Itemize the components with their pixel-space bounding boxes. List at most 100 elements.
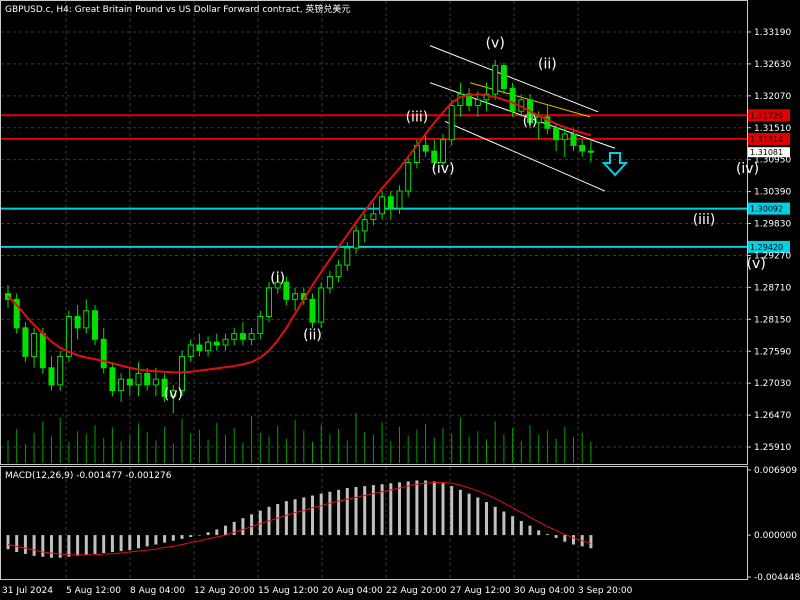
- macd-histogram-bar: [424, 480, 428, 536]
- candle-body: [579, 144, 586, 152]
- price-level-tag-label: 1.31314: [750, 135, 783, 144]
- channel-line[interactable]: [429, 45, 599, 113]
- candle-body: [135, 372, 142, 386]
- candle-body: [492, 65, 499, 95]
- candle-body: [457, 93, 464, 107]
- macd-histogram-bar: [258, 510, 262, 536]
- macd-histogram-bar: [485, 502, 488, 536]
- macd-histogram-bar: [180, 535, 184, 539]
- macd-histogram-bar: [354, 487, 358, 536]
- price-tick-label: 1.26470: [754, 411, 791, 421]
- macd-histogram-bar: [171, 535, 175, 541]
- macd-histogram-bar: [502, 511, 506, 536]
- wave-label: (i): [523, 113, 538, 129]
- macd-histogram-bar: [163, 535, 167, 543]
- macd-histogram-bar: [154, 535, 158, 545]
- macd-histogram-bar: [67, 535, 71, 557]
- macd-histogram-bar: [528, 525, 532, 536]
- macd-histogram-bar: [363, 486, 367, 536]
- wave-label: (v): [486, 35, 505, 51]
- candle-body: [335, 264, 342, 278]
- candle-body: [440, 139, 446, 164]
- candle-body: [405, 162, 412, 192]
- volume-bars: [7, 413, 592, 463]
- candle-body: [213, 341, 220, 346]
- candle-body: [13, 298, 20, 329]
- wave-label: (i): [270, 270, 285, 286]
- wave-label: (iii): [693, 212, 716, 228]
- candle-body: [553, 127, 560, 141]
- macd-histogram-bar: [241, 518, 245, 536]
- current-price-tag: [748, 147, 790, 158]
- price-tick-label: 1.29830: [754, 220, 791, 230]
- macd-histogram-bar: [110, 535, 114, 553]
- macd-histogram-bar: [250, 514, 254, 536]
- price-channel[interactable]: [429, 45, 616, 192]
- candle-body: [266, 287, 272, 317]
- candle-body: [187, 344, 194, 357]
- candle-body: [92, 310, 98, 340]
- price-level-tag: [748, 202, 790, 215]
- candle-body: [283, 281, 290, 300]
- macd-histogram-bar: [224, 525, 227, 536]
- price-tick-label: 1.29270: [754, 251, 791, 261]
- main-pane[interactable]: [0, 0, 748, 465]
- candle-body: [144, 372, 151, 386]
- down-arrow-icon[interactable]: [601, 152, 629, 177]
- candle-body: [361, 219, 368, 232]
- candle-body: [318, 287, 325, 323]
- macd-histogram-bar: [519, 520, 523, 536]
- candle-body: [274, 281, 281, 289]
- candle-body: [483, 93, 490, 101]
- macd-histogram-bar: [76, 535, 80, 556]
- candle-body: [196, 344, 203, 352]
- candle-body: [109, 367, 116, 392]
- horizontal-levels[interactable]: 1.31729 1.31314 1.30092 1.29420 1.31081: [1, 109, 790, 253]
- macd-histogram-bar: [197, 535, 201, 536]
- macd-histogram-bar: [371, 485, 375, 536]
- candle-body: [48, 367, 55, 386]
- time-tick-label: 12 Aug 20:00: [194, 586, 255, 596]
- macd-tick-label: 0.006909: [754, 466, 797, 476]
- candle-body: [466, 93, 473, 107]
- price-level-tag-label: 1.31729: [750, 111, 783, 120]
- macd-histogram-bar: [128, 535, 132, 551]
- macd-signal-line: [7, 481, 592, 556]
- macd-histogram-bar: [206, 532, 210, 536]
- price-tick-label: 1.27590: [754, 347, 791, 357]
- macd-histogram-bar: [50, 535, 53, 558]
- macd-histogram-bar: [84, 535, 88, 555]
- macd-histogram-bar: [276, 504, 280, 536]
- macd-histogram-bar: [293, 499, 297, 536]
- candle-body: [248, 333, 255, 340]
- macd-histogram-bar: [380, 484, 384, 536]
- macd-histogram-bar: [6, 535, 10, 550]
- candle-body: [544, 116, 551, 129]
- candle-body: [65, 315, 72, 357]
- macd-tick-label: -0.004448: [754, 573, 800, 583]
- time-tick-label: 15 Aug 12:00: [258, 586, 319, 596]
- macd-tick-label: 0.000000: [754, 531, 797, 541]
- ma-line: [7, 93, 592, 374]
- macd-histogram-bar: [493, 506, 497, 536]
- price-level-tag: [748, 109, 790, 122]
- macd-histogram-bar: [58, 535, 62, 558]
- candle-body: [170, 390, 177, 397]
- candle-body: [396, 190, 403, 209]
- wave-label: (v): [747, 256, 766, 272]
- candle-body: [561, 133, 568, 141]
- macd-histogram-bar: [32, 535, 36, 556]
- channel-line[interactable]: [444, 121, 606, 192]
- macd-histogram-bar: [450, 486, 454, 536]
- wave-label: (iv): [431, 161, 454, 177]
- candle-body: [205, 341, 212, 352]
- candle-body: [474, 99, 481, 107]
- candle-body: [39, 333, 46, 369]
- macd-histogram-bar: [545, 534, 549, 536]
- wave-label: (v): [164, 387, 183, 403]
- macd-histogram-bar: [589, 535, 593, 549]
- price-tick-label: 1.33190: [754, 28, 791, 38]
- macd-histogram-bar: [572, 535, 575, 545]
- macd-pane[interactable]: [0, 466, 748, 580]
